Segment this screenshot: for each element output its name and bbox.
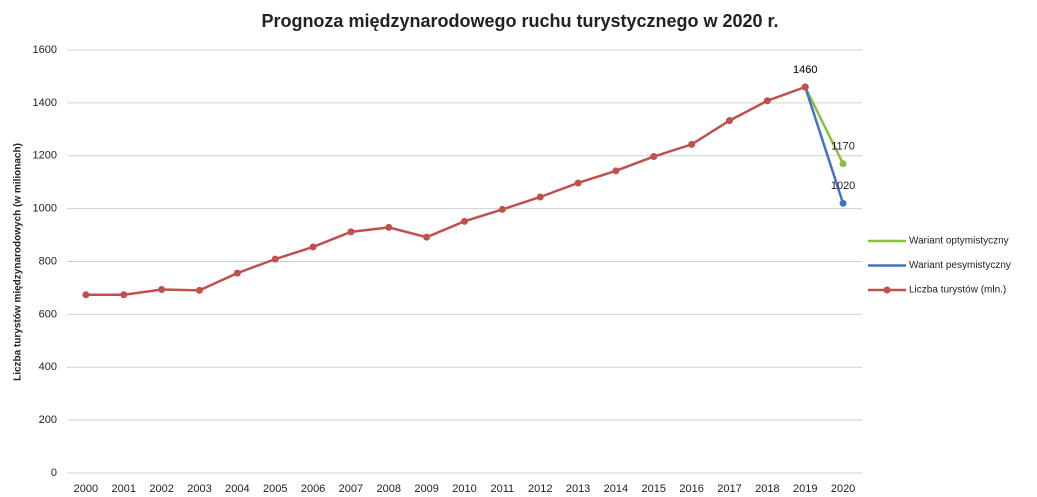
data-point (82, 291, 90, 299)
data-point (309, 243, 317, 251)
data-point (461, 217, 468, 225)
y-axis-label: Liczba turystów międzynarodowych (w mili… (13, 143, 24, 381)
x-tick-label: 2006 (301, 483, 325, 495)
data-point (612, 167, 620, 175)
x-tick-label: 2009 (414, 483, 438, 495)
data-point (271, 255, 279, 263)
data-point (726, 117, 733, 125)
legend-label: Wariant optymistyczny (909, 236, 1009, 247)
legend-marker (883, 286, 891, 294)
y-tick-label: 400 (39, 361, 57, 373)
x-tick-label: 2019 (793, 483, 817, 495)
x-tick-label: 2004 (225, 483, 249, 495)
x-tick-label: 2002 (149, 483, 173, 495)
data-point (650, 153, 658, 161)
data-label: 1460 (793, 64, 817, 76)
data-label: 1460 (793, 64, 817, 76)
data-point (688, 140, 696, 148)
series-line (85, 85, 806, 297)
y-tick-label: 600 (39, 308, 57, 320)
data-point (423, 233, 431, 241)
data-point (385, 223, 393, 231)
data-point (498, 205, 506, 213)
legend-label: Liczba turystów (mln.) (909, 285, 1006, 296)
x-tick-label: 2007 (339, 483, 363, 495)
data-point (233, 269, 241, 277)
data-point (574, 179, 582, 187)
series-line (804, 86, 845, 165)
chart-title: Prognoza międzynarodowego ruchu turystyc… (261, 11, 778, 31)
x-tick-label: 2001 (112, 483, 136, 495)
x-tick-label: 2008 (377, 483, 401, 495)
x-tick-label: 2000 (74, 483, 98, 495)
x-tick-label: 2018 (755, 483, 779, 495)
data-point (347, 228, 355, 236)
x-tick-label: 2016 (679, 483, 703, 495)
data-point (196, 286, 203, 294)
x-tick-label: 2020 (831, 483, 855, 495)
data-label: 1170 (831, 141, 855, 153)
series-line (804, 86, 845, 204)
y-tick-label: 1400 (33, 97, 57, 109)
data-point (763, 97, 771, 105)
y-tick-label: 800 (39, 255, 57, 267)
y-tick-label: 1600 (33, 44, 57, 56)
x-tick-label: 2005 (263, 483, 287, 495)
y-tick-label: 1200 (33, 150, 57, 162)
y-tick-label: 1000 (33, 203, 57, 215)
x-tick-label: 2017 (717, 483, 741, 495)
y-tick-label: 200 (39, 414, 57, 426)
data-label: 1020 (831, 180, 855, 192)
data-point (158, 286, 166, 294)
x-tick-label: 2003 (187, 483, 211, 495)
y-tick-label: 0 (51, 467, 57, 479)
x-tick-label: 2014 (604, 483, 628, 495)
x-tick-label: 2011 (491, 483, 515, 495)
data-point (839, 199, 847, 207)
data-point (120, 291, 128, 299)
data-point (801, 83, 809, 91)
x-tick-label: 2010 (452, 483, 476, 495)
legend-label: Wariant pesymistyczny (909, 260, 1011, 271)
x-tick-label: 2013 (566, 483, 590, 495)
x-tick-label: 2012 (528, 483, 552, 495)
data-point (839, 160, 847, 168)
data-point (536, 193, 544, 201)
x-tick-label: 2015 (642, 483, 666, 495)
